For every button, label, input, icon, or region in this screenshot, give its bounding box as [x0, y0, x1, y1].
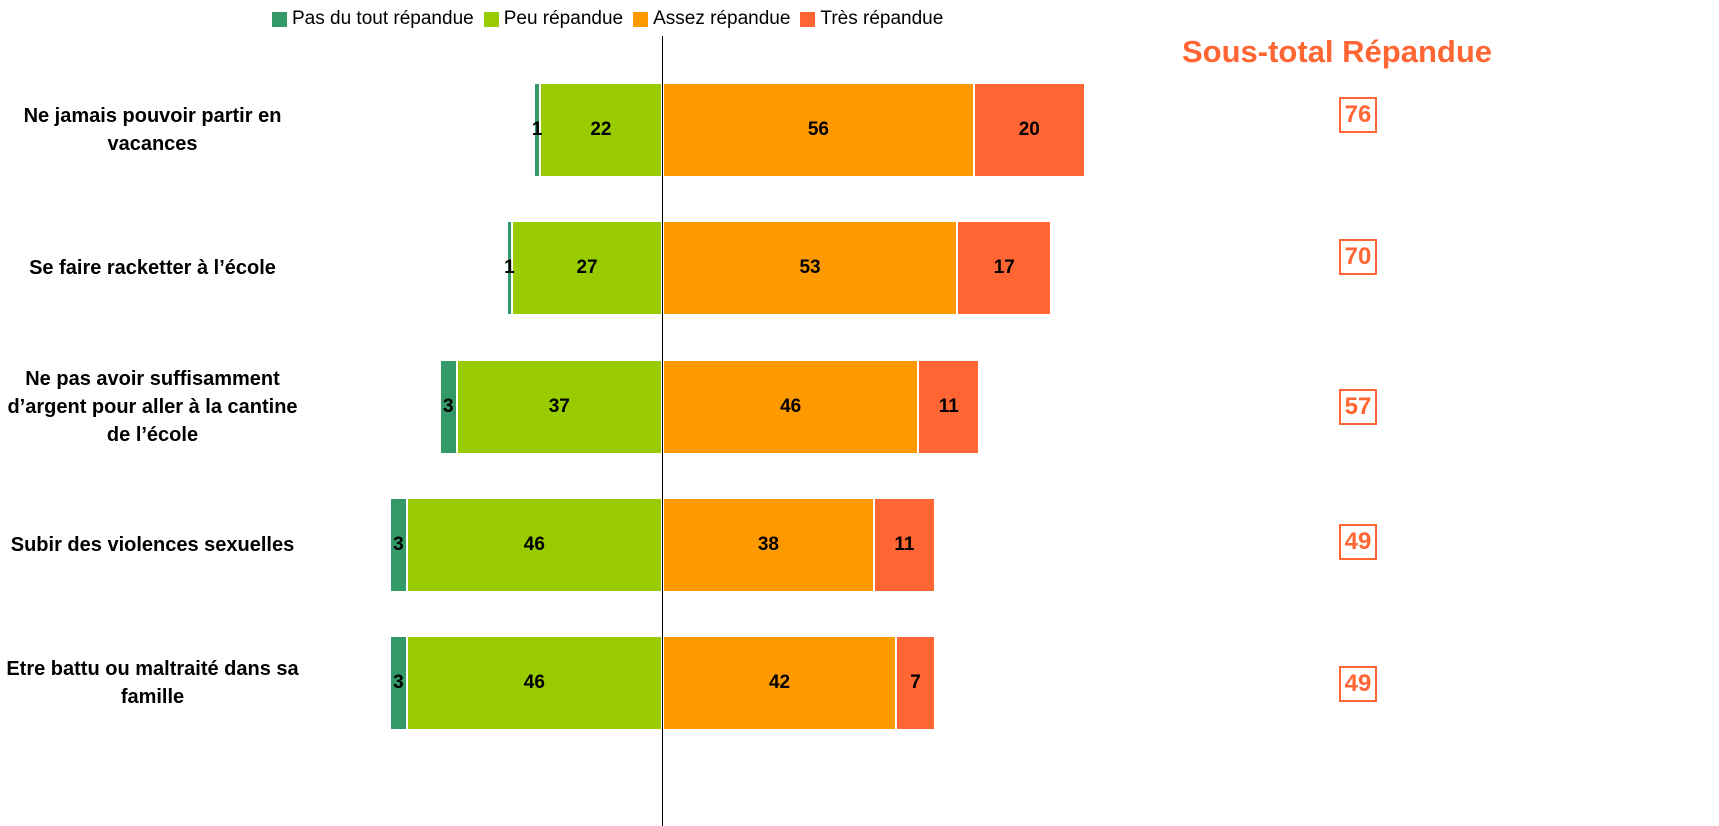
data-label: 3	[443, 395, 454, 417]
bar-segment	[512, 222, 662, 315]
data-label: 17	[993, 257, 1015, 279]
bar-segment	[534, 84, 540, 176]
data-label: 38	[757, 533, 780, 555]
bar-segment	[406, 637, 662, 730]
data-label: 46	[523, 533, 545, 555]
data-label: 3	[393, 672, 404, 694]
bar-segment	[918, 360, 980, 453]
bar-segment	[456, 360, 662, 453]
legend-item: Peu répandue	[483, 8, 624, 30]
data-label: 22	[590, 119, 612, 140]
subtotal-value: 76	[1339, 97, 1377, 133]
legend-swatch	[272, 11, 287, 27]
data-label: 46	[780, 395, 802, 417]
data-label: 1	[504, 257, 515, 279]
legend-label: Assez répandue	[653, 8, 791, 29]
legend-item: Très répandue	[800, 8, 943, 30]
category-label: Se faire racketter à l’école	[29, 257, 276, 280]
bar-segment	[663, 222, 958, 315]
subtotal-title: Sous-total Répandue	[1182, 34, 1493, 69]
legend-label: Très répandue	[820, 8, 944, 29]
subtotal-value: 70	[1339, 239, 1377, 276]
bar-segment	[406, 498, 662, 591]
legend: Pas du tout répandue Peu répandue Assez ré…	[272, 8, 953, 30]
data-label: 53	[799, 257, 821, 279]
data-label: 11	[938, 395, 959, 417]
bar-segment	[663, 84, 974, 176]
bar-segment	[973, 84, 1085, 176]
bar-segment	[957, 222, 1052, 315]
legend-swatch	[800, 11, 816, 27]
category-label: Ne pas avoir suffisamment d’argent pour …	[7, 367, 298, 446]
bar-segment	[663, 498, 874, 591]
data-label: 56	[807, 119, 829, 140]
data-label: 3	[393, 533, 404, 555]
subtotal-value: 49	[1339, 666, 1377, 703]
category-label: Subir des violences sexuelles	[10, 533, 295, 556]
bar-segment	[539, 84, 662, 176]
data-label: 20	[1018, 119, 1040, 140]
data-label: 37	[548, 395, 570, 417]
bar-segment	[440, 360, 457, 453]
data-label: 46	[523, 672, 545, 694]
subtotal-value: 57	[1339, 388, 1377, 425]
legend-item: Pas du tout répandue	[272, 8, 474, 30]
bar-segment	[873, 498, 935, 591]
legend-swatch	[483, 11, 499, 27]
data-label: 7	[910, 672, 921, 694]
legend-swatch	[633, 11, 649, 27]
legend-label: Pas du tout répandue	[292, 8, 474, 29]
bar-segment	[663, 360, 919, 453]
bar-segment	[896, 637, 935, 730]
category-label: Etre battu ou maltraité dans sa famille	[6, 658, 299, 709]
legend-label: Peu répandue	[503, 8, 624, 29]
center-axis	[662, 36, 663, 826]
bar-segment	[663, 637, 897, 730]
data-label: 11	[894, 533, 915, 555]
bar-segment	[506, 222, 513, 315]
category-label: Ne jamais pouvoir partir en vacances	[23, 105, 282, 155]
data-label: 42	[768, 672, 791, 694]
bar-segment	[390, 637, 407, 730]
data-label: 1	[531, 119, 543, 140]
bar-segment	[390, 498, 407, 591]
legend-item: Assez répandue	[633, 8, 790, 30]
subtotal-value: 49	[1339, 523, 1377, 560]
data-label: 27	[576, 257, 598, 279]
